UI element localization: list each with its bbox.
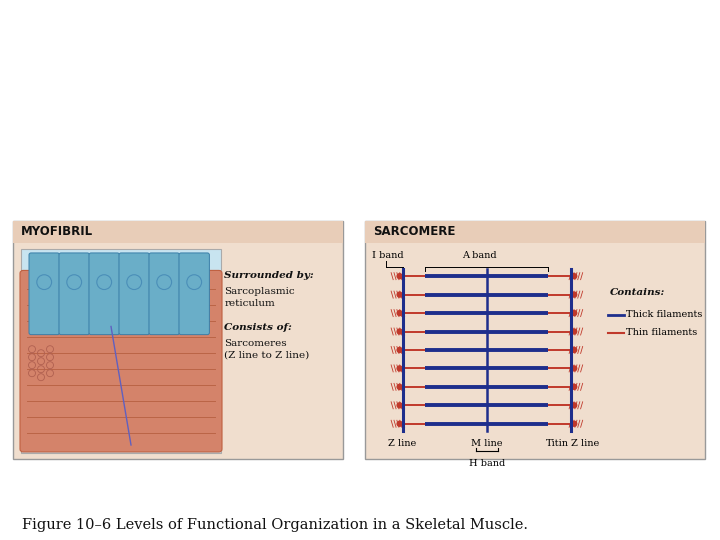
Circle shape bbox=[572, 310, 577, 315]
Text: I band: I band bbox=[372, 251, 404, 260]
Text: (Z line to Z line): (Z line to Z line) bbox=[224, 351, 310, 360]
Circle shape bbox=[397, 292, 402, 297]
Text: Sarcoplasmic: Sarcoplasmic bbox=[224, 287, 294, 296]
Circle shape bbox=[397, 347, 402, 353]
Text: Thin filaments: Thin filaments bbox=[626, 328, 697, 337]
Text: M line: M line bbox=[471, 439, 503, 448]
Text: Sarcomeres: Sarcomeres bbox=[224, 339, 287, 348]
Circle shape bbox=[572, 292, 577, 297]
Circle shape bbox=[572, 347, 577, 353]
Text: Consists of:: Consists of: bbox=[224, 323, 292, 332]
Circle shape bbox=[397, 329, 402, 334]
FancyBboxPatch shape bbox=[179, 253, 210, 335]
Text: Thick filaments: Thick filaments bbox=[626, 310, 702, 319]
Text: Titin: Titin bbox=[546, 439, 569, 448]
Circle shape bbox=[397, 384, 402, 389]
Circle shape bbox=[397, 421, 402, 426]
Text: reticulum: reticulum bbox=[224, 299, 275, 308]
Text: H band: H band bbox=[469, 459, 505, 468]
Circle shape bbox=[397, 403, 402, 408]
Text: Z line: Z line bbox=[571, 439, 599, 448]
Text: SARCOMERE: SARCOMERE bbox=[373, 225, 455, 239]
Bar bbox=[21, 249, 221, 453]
Text: Surrounded by:: Surrounded by: bbox=[224, 271, 314, 280]
Circle shape bbox=[397, 274, 402, 279]
Circle shape bbox=[397, 366, 402, 371]
Text: Contains:: Contains: bbox=[610, 288, 665, 297]
Circle shape bbox=[572, 329, 577, 334]
FancyBboxPatch shape bbox=[89, 253, 120, 335]
Circle shape bbox=[572, 384, 577, 389]
Text: Z line: Z line bbox=[389, 439, 417, 448]
Circle shape bbox=[572, 274, 577, 279]
FancyBboxPatch shape bbox=[59, 253, 89, 335]
Bar bbox=[365, 221, 705, 459]
Bar bbox=[13, 221, 343, 243]
FancyBboxPatch shape bbox=[20, 271, 222, 452]
Circle shape bbox=[572, 403, 577, 408]
Bar bbox=[365, 221, 705, 243]
Circle shape bbox=[572, 366, 577, 371]
Text: Figure 10–6 Levels of Functional Organization in a Skeletal Muscle.: Figure 10–6 Levels of Functional Organiz… bbox=[22, 518, 528, 532]
Circle shape bbox=[397, 310, 402, 315]
FancyBboxPatch shape bbox=[119, 253, 150, 335]
Text: A band: A band bbox=[462, 251, 496, 260]
Bar bbox=[13, 221, 343, 459]
FancyBboxPatch shape bbox=[29, 253, 59, 335]
FancyBboxPatch shape bbox=[149, 253, 179, 335]
Text: MYOFIBRIL: MYOFIBRIL bbox=[21, 225, 93, 239]
Text: Skeletal Muscle Fibers: Skeletal Muscle Fibers bbox=[166, 25, 554, 57]
Circle shape bbox=[572, 421, 577, 426]
